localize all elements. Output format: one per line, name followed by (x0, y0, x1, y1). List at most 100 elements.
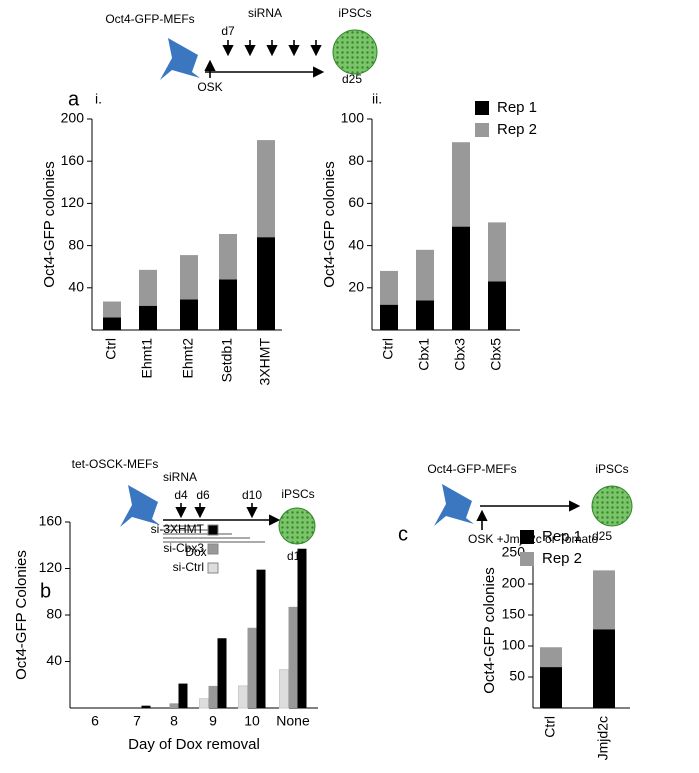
bar-segment (593, 570, 615, 630)
legend-label: Rep 1 (497, 99, 537, 116)
bar (279, 669, 289, 709)
bar-segment (180, 299, 198, 330)
x-tick-label: 10 (244, 713, 260, 729)
cell-icon (120, 485, 160, 527)
y-tick-label: 120 (39, 559, 63, 575)
bar (247, 627, 257, 708)
schematic-c: c Oct4-GFP-MEFs OSK +Jmjd2c or Tomato iP… (398, 462, 633, 546)
bar-segment (416, 300, 434, 330)
y-tick-label: 200 (502, 575, 526, 591)
x-tick-label: Cbx3 (452, 338, 468, 371)
legend-swatch (207, 543, 219, 555)
bar-segment (452, 226, 470, 330)
day: d25 (342, 72, 362, 86)
legend-label: Rep 1 (542, 528, 582, 545)
day: d6 (196, 488, 210, 502)
legend-label: si-Ctrl (173, 560, 204, 574)
chart-title: i. (95, 91, 102, 107)
x-tick-label: 3XHMT (257, 338, 273, 386)
day: d25 (592, 529, 612, 543)
cell-label: Oct4-GFP-MEFs (105, 12, 194, 26)
bar-segment (257, 140, 275, 238)
y-tick-label: 40 (68, 279, 84, 295)
factors: OSK (197, 80, 222, 94)
y-tick-label: 100 (341, 110, 365, 126)
dox: Dox (185, 545, 206, 559)
treatment: siRNA (248, 6, 282, 20)
y-axis-label: Oct4-GFP colonies (321, 161, 338, 287)
ipsc-colony (278, 507, 316, 545)
chart-title: ii. (372, 91, 382, 107)
target: iPSCs (338, 6, 371, 20)
y-tick-label: 80 (46, 606, 62, 622)
y-tick-label: 50 (509, 668, 525, 684)
bar-segment (593, 629, 615, 708)
bar-segment (540, 667, 562, 708)
legend-swatch (207, 562, 219, 574)
cell-icon (160, 38, 200, 80)
x-tick-label: Ehmt1 (139, 338, 155, 379)
x-tick-label: Jmjd2c (595, 716, 611, 760)
x-tick-label: Setdb1 (219, 338, 235, 383)
y-tick-label: 80 (348, 152, 364, 168)
legend-swatch (475, 101, 489, 115)
day: d4 (174, 488, 188, 502)
bar (297, 548, 307, 708)
dox-lines (163, 525, 265, 543)
schematic-a: a Oct4-GFP-MEFs OSK siRNA d7 iPSCs d25 (68, 6, 378, 110)
cell-label: Oct4-GFP-MEFs (427, 462, 516, 476)
y-tick-label: 20 (348, 279, 364, 295)
cell-label: tet-OSCK-MEFs (72, 457, 159, 471)
bar (208, 685, 218, 708)
bar (199, 698, 209, 709)
legend-label: si-3XHMT (151, 522, 205, 536)
bar-segment (452, 142, 470, 227)
legend-label: si-Cbx3 (163, 541, 204, 555)
x-axis-label: Day of Dox removal (128, 736, 260, 753)
target: iPSCs (595, 462, 628, 476)
legend-swatch (520, 530, 534, 544)
panel-label: c (398, 523, 408, 545)
y-tick-label: 160 (39, 513, 63, 529)
bar-segment (139, 305, 157, 330)
sirna-arrows (175, 503, 258, 519)
legend-label: Rep 2 (542, 550, 582, 567)
bar (217, 638, 227, 708)
x-tick-label: Cbx5 (488, 338, 504, 371)
y-tick-label: 160 (61, 152, 85, 168)
x-tick-label: Ehmt2 (180, 338, 196, 379)
bar (141, 705, 151, 708)
ipsc-colony (591, 485, 633, 527)
x-tick-label: None (276, 713, 310, 729)
y-axis-label: Oct4-GFP colonies (41, 161, 58, 287)
y-axis-label: Oct4-GFP colonies (481, 567, 498, 693)
bar (256, 569, 266, 708)
y-tick-label: 80 (68, 236, 84, 252)
y-tick-label: 60 (348, 194, 364, 210)
x-tick-label: Ctrl (380, 338, 396, 360)
bar-segment (219, 279, 237, 330)
x-tick-label: Ctrl (103, 338, 119, 360)
ipsc-colony (332, 29, 378, 75)
bar-segment (380, 270, 398, 305)
bar-segment (488, 222, 506, 282)
y-tick-label: 120 (61, 194, 85, 210)
x-tick-label: 7 (133, 713, 141, 729)
y-tick-label: 200 (61, 110, 85, 126)
x-tick-label: 8 (170, 713, 178, 729)
bar-segment (219, 233, 237, 280)
treatment: siRNA (163, 470, 197, 484)
y-axis-label: Oct4-GFP Colonies (13, 550, 30, 680)
target: iPSCs (281, 487, 314, 501)
bar-segment (103, 301, 121, 318)
bar-segment (416, 249, 434, 301)
y-tick-label: 40 (46, 652, 62, 668)
y-tick-label: 250 (502, 544, 526, 560)
bar (238, 685, 248, 709)
legend-swatch (207, 524, 219, 536)
day: d7 (221, 24, 235, 38)
bar (178, 683, 188, 708)
y-tick-label: 40 (348, 236, 364, 252)
x-tick-label: Ctrl (542, 716, 558, 738)
